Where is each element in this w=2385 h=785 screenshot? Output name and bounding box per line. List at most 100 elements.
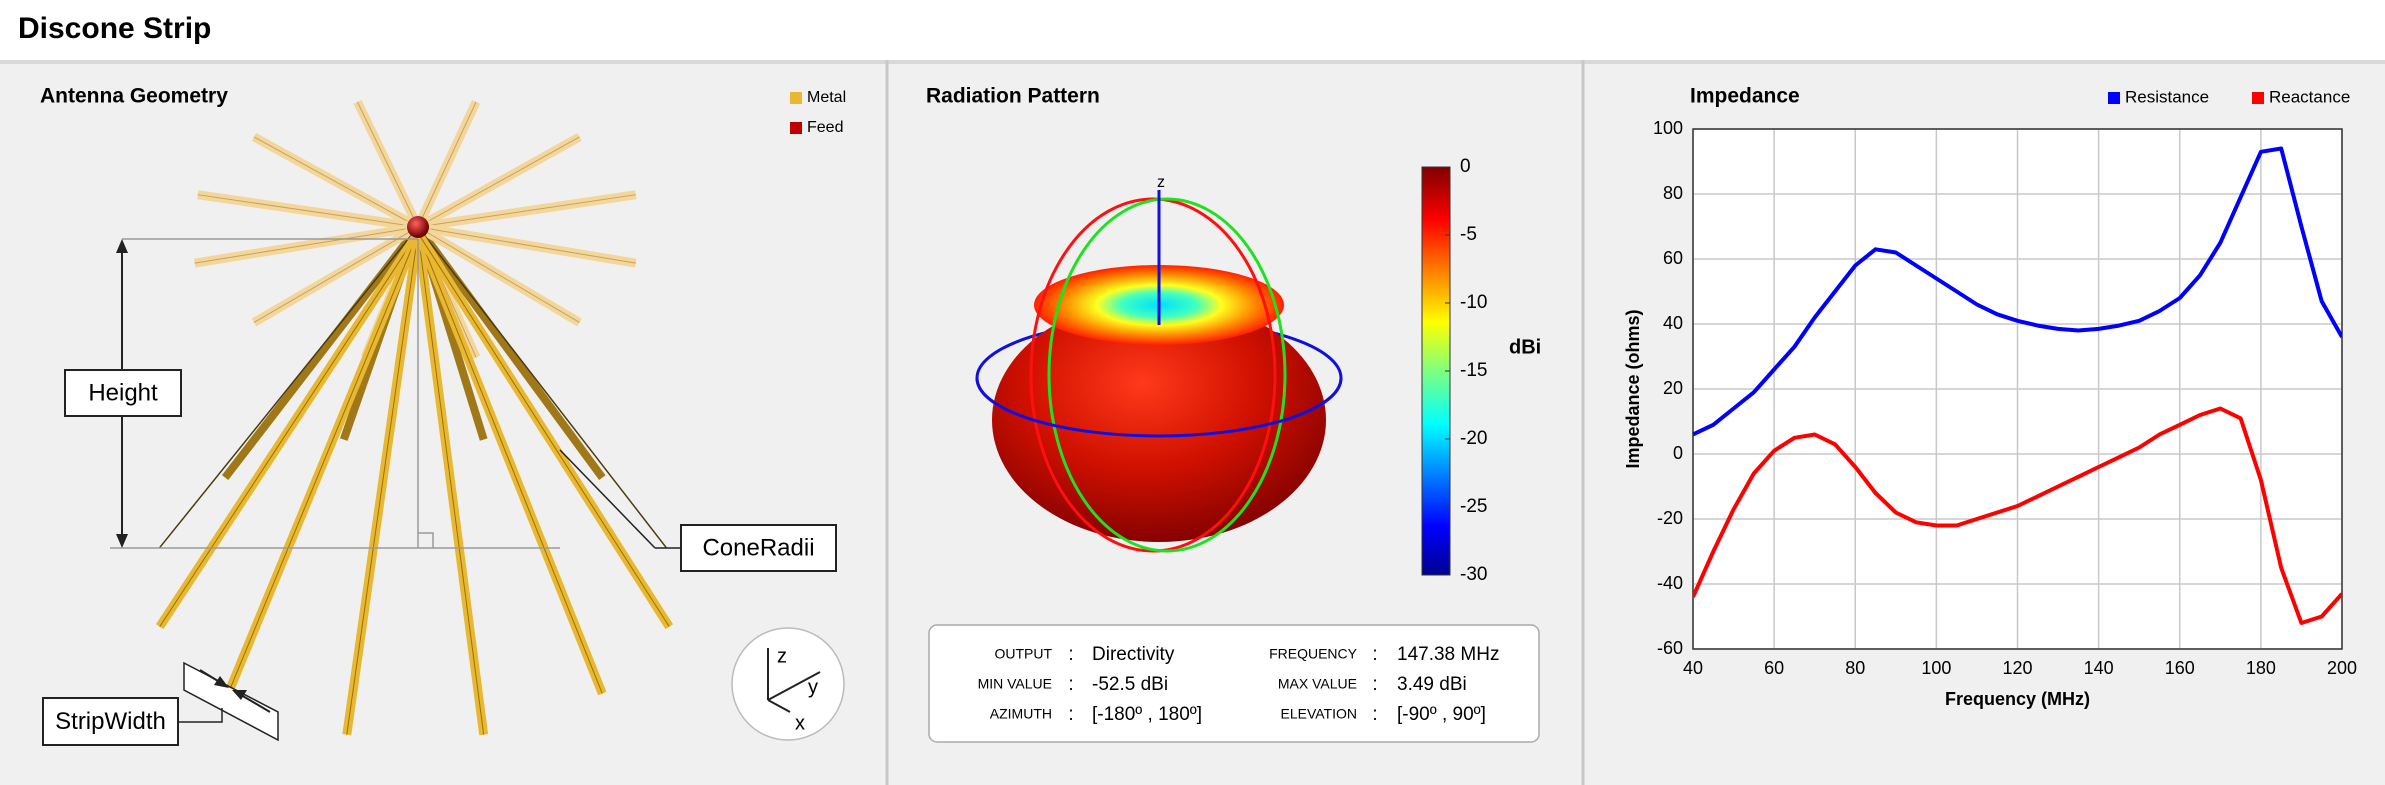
x-tick-label: 60 xyxy=(1764,658,1784,678)
info-label: OUTPUT xyxy=(994,646,1052,662)
arrow-head xyxy=(214,676,229,688)
callout-label: ConeRadii xyxy=(702,534,814,561)
triad-axis xyxy=(767,671,821,701)
axis-label: z xyxy=(1157,174,1165,191)
disc-strip-edge xyxy=(417,226,580,323)
y-tick-label: -20 xyxy=(1657,508,1683,528)
cone-strip-edge xyxy=(417,232,670,627)
info-value: -52.5 dBi xyxy=(1092,674,1168,695)
y-tick-label: 40 xyxy=(1663,313,1683,333)
disc-strip-edge xyxy=(253,136,419,228)
info-separator: : xyxy=(1068,644,1073,665)
y-tick-label: -60 xyxy=(1657,638,1683,658)
legend-label: Metal xyxy=(807,89,846,106)
azimuth-ring xyxy=(975,377,1343,438)
x-tick-label: 160 xyxy=(2165,658,2195,678)
right-angle xyxy=(418,532,434,548)
header-bar xyxy=(0,0,2385,60)
guide-line xyxy=(417,226,667,549)
y-tick-label: 0 xyxy=(1673,443,1683,463)
impedance-panel: Impedance -60 -40 -20 0 20 40 60 80 100 40 60 80 100 1… xyxy=(1623,85,2357,709)
info-separator: : xyxy=(1068,704,1073,725)
arrow-head xyxy=(116,534,128,548)
elevation-ring xyxy=(1047,197,1287,553)
disc-strip-edge xyxy=(417,136,580,228)
triad-label: y xyxy=(808,676,818,698)
x-tick-label: 200 xyxy=(2327,658,2357,678)
y-tick-label: 100 xyxy=(1653,118,1683,138)
info-label: ELEVATION xyxy=(1280,706,1357,722)
cone-strip xyxy=(414,224,606,480)
callout-box xyxy=(680,524,837,572)
info-value: 3.49 dBi xyxy=(1397,674,1467,695)
colorbar-tick-label: -10 xyxy=(1460,292,1487,313)
callout-label: Height xyxy=(88,379,158,406)
callout-leader xyxy=(559,449,656,549)
series-line xyxy=(1693,146,2342,437)
x-tick-label: 40 xyxy=(1683,658,1703,678)
x-tick-label: 120 xyxy=(2002,658,2032,678)
colorbar-unit: dBi xyxy=(1509,336,1541,358)
cone-strip-edge xyxy=(417,232,485,735)
colorbar-tick-label: -30 xyxy=(1460,564,1487,585)
legend-label: Resistance xyxy=(2125,87,2209,106)
colorbar-tick-label: -15 xyxy=(1460,360,1487,381)
y-tick-label: 80 xyxy=(1663,183,1683,203)
legend-swatch xyxy=(790,92,802,104)
disc-strip-edge xyxy=(417,194,636,228)
guide-line xyxy=(159,226,419,549)
info-separator: : xyxy=(1372,674,1377,695)
info-value: 147.38 MHz xyxy=(1397,644,1499,665)
colorbar-tick-label: -25 xyxy=(1460,496,1487,517)
disc-strip-edge xyxy=(417,226,636,264)
colorbar-tick-label: -5 xyxy=(1460,224,1477,245)
y-tick-label: 20 xyxy=(1663,378,1683,398)
callout-label: StripWidth xyxy=(55,708,166,735)
panel-title: Antenna Geometry xyxy=(40,85,228,108)
info-label: FREQUENCY xyxy=(1269,646,1358,662)
legend-swatch xyxy=(790,122,802,134)
info-value: [-180º , 180º] xyxy=(1092,704,1202,725)
info-label: MIN VALUE xyxy=(978,676,1052,692)
chart-title: Impedance xyxy=(1690,85,1800,108)
feed xyxy=(407,216,429,238)
y-tick-label: -40 xyxy=(1657,573,1683,593)
disc-strip-edge xyxy=(356,101,419,228)
colorbar-tick-label: 0 xyxy=(1460,156,1471,177)
x-axis-label: Frequency (MHz) xyxy=(1945,689,2090,709)
cone-strip xyxy=(221,224,422,481)
triad-label: x xyxy=(795,712,805,734)
disc-strip-edge xyxy=(253,226,419,323)
info-value: Directivity xyxy=(1092,644,1175,665)
triad-label: z xyxy=(777,645,787,667)
y-axis-label: Impedance (ohms) xyxy=(1623,309,1643,468)
series-line xyxy=(1693,406,2342,625)
info-value: [-90º , 90º] xyxy=(1397,704,1486,725)
disc-strip-edge xyxy=(194,226,419,264)
header-shadow xyxy=(0,60,2385,64)
disc-strip-edge xyxy=(417,101,477,228)
callout-box xyxy=(64,369,182,417)
strip-plane xyxy=(183,661,279,742)
arrow-head xyxy=(232,690,247,700)
cone-strip-edge xyxy=(417,232,603,694)
arrow-head xyxy=(116,239,128,253)
x-tick-label: 140 xyxy=(2084,658,2114,678)
x-tick-label: 180 xyxy=(2246,658,2276,678)
info-separator: : xyxy=(1068,674,1073,695)
app-title: Discone Strip xyxy=(18,12,211,45)
info-box xyxy=(928,624,1540,743)
legend-swatch xyxy=(2252,92,2264,104)
info-separator: : xyxy=(1372,704,1377,725)
callout-box xyxy=(42,697,179,746)
x-tick-label: 100 xyxy=(1921,658,1951,678)
callout-leader xyxy=(178,708,223,723)
disc-strip-edge xyxy=(197,194,419,228)
y-tick-label: 60 xyxy=(1663,248,1683,268)
geometry-panel: Antenna Geometry Metal Feed Height ConeRadii… xyxy=(40,85,846,746)
info-separator: : xyxy=(1372,644,1377,665)
x-tick-label: 80 xyxy=(1845,658,1865,678)
pattern-body xyxy=(992,298,1326,542)
plot-frame xyxy=(1692,128,2343,650)
